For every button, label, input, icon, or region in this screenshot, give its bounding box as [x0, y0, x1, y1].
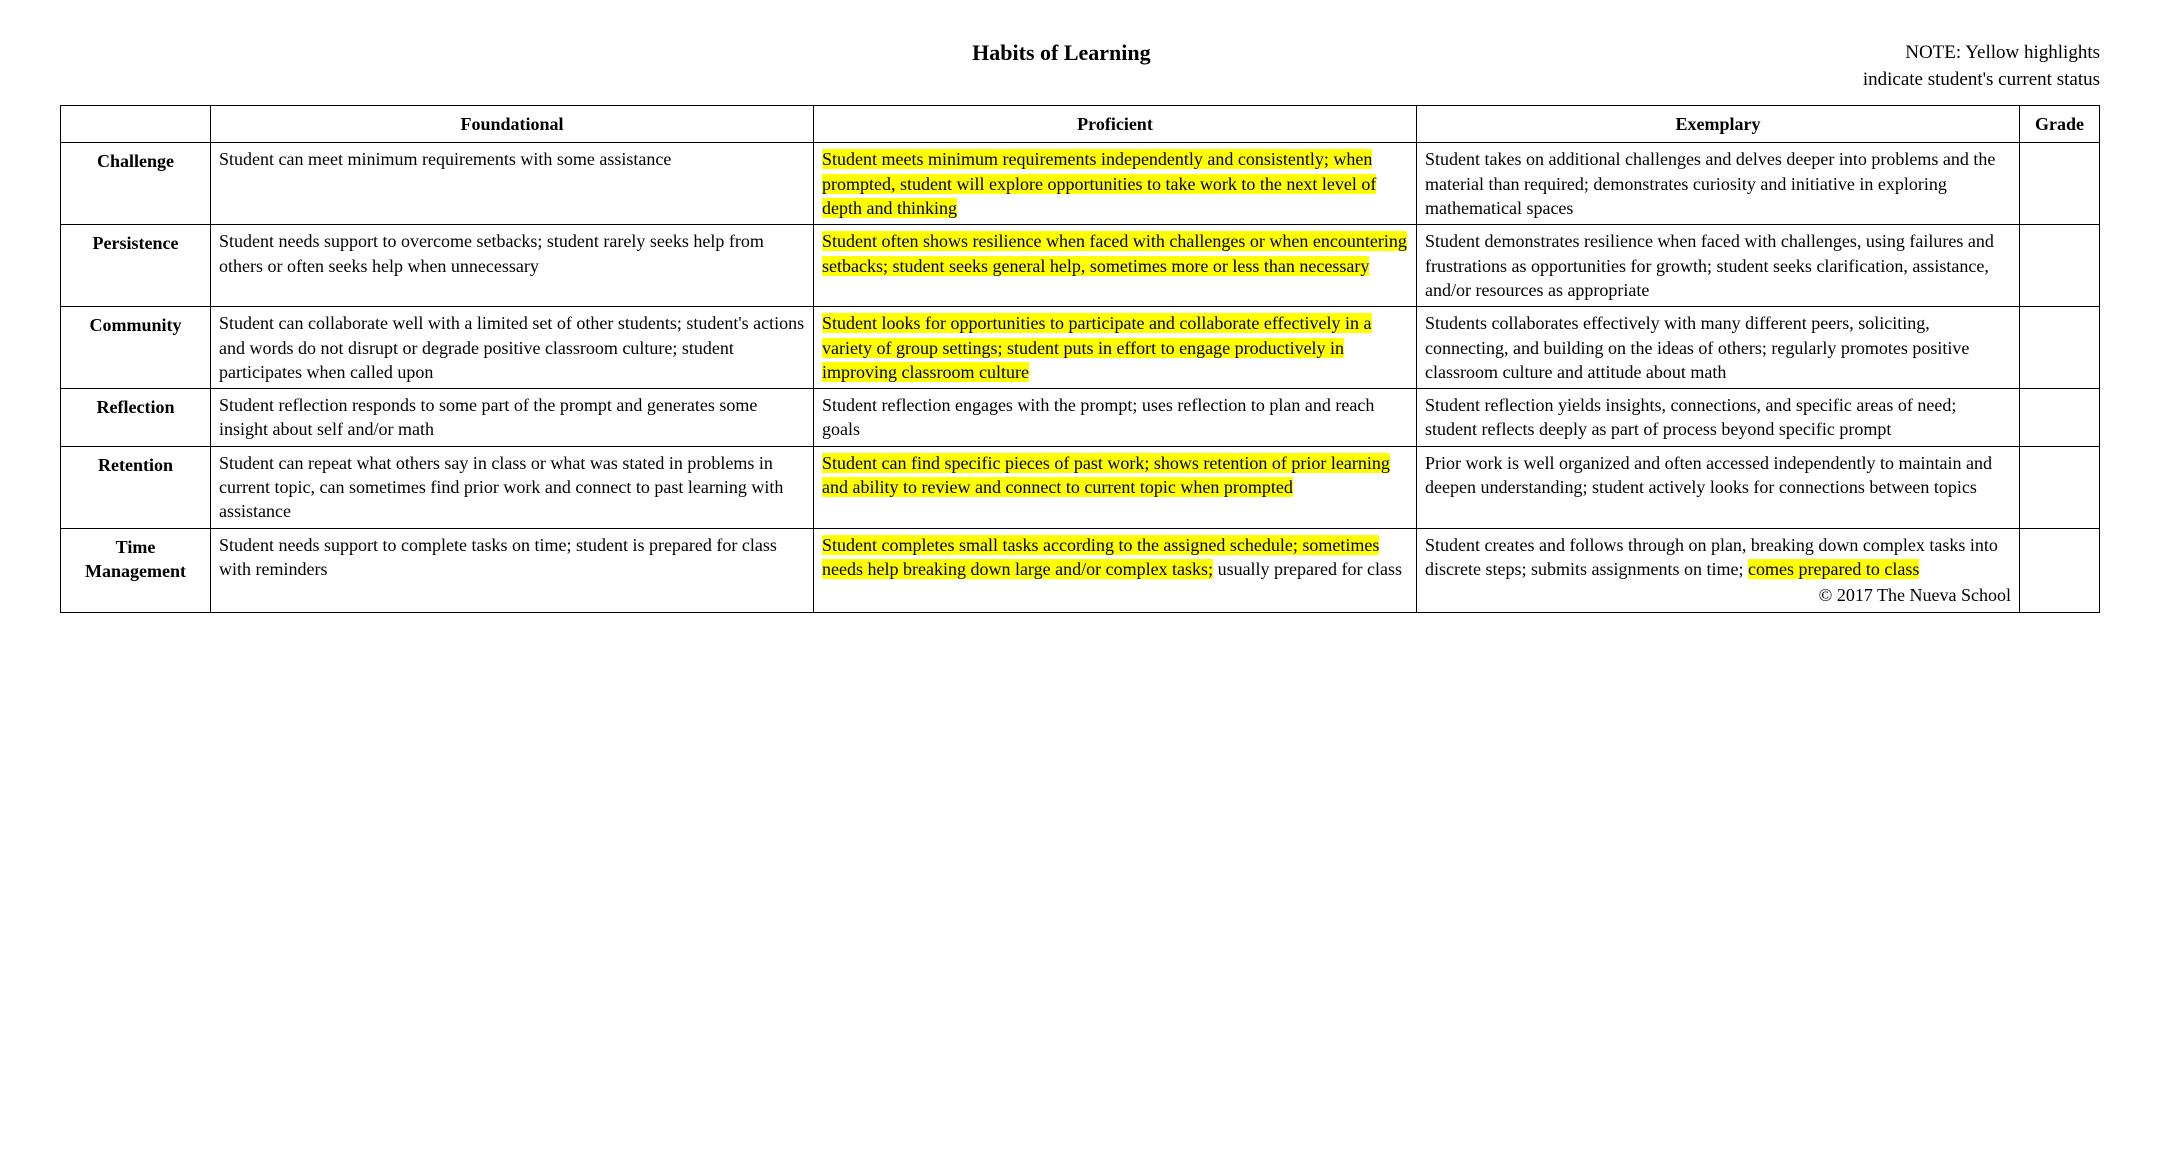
note-line-1: NOTE: Yellow highlights: [1905, 42, 2100, 63]
col-header-foundational: Foundational: [211, 106, 814, 143]
foundational-cell: Student can collaborate well with a limi…: [211, 307, 814, 389]
foundational-cell: Student needs support to complete tasks …: [211, 528, 814, 612]
col-header-exemplary: Exemplary: [1417, 106, 2020, 143]
habit-cell: Reflection: [61, 389, 211, 447]
habit-cell: Time Management: [61, 528, 211, 612]
habit-cell: Challenge: [61, 143, 211, 225]
exemplary-cell: Student demonstrates resilience when fac…: [1417, 225, 2020, 307]
note: NOTE: Yellow highlights indicate student…: [1863, 40, 2100, 93]
table-row: PersistenceStudent needs support to over…: [61, 225, 2100, 307]
foundational-cell: Student reflection responds to some part…: [211, 389, 814, 447]
exemplary-cell: Prior work is well organized and often a…: [1417, 446, 2020, 528]
page-title: Habits of Learning: [60, 40, 1863, 66]
grade-cell: [2020, 307, 2100, 389]
foundational-cell: Student can meet minimum requirements wi…: [211, 143, 814, 225]
grade-cell: [2020, 389, 2100, 447]
table-row: Time ManagementStudent needs support to …: [61, 528, 2100, 612]
header-row: Foundational Proficient Exemplary Grade: [61, 106, 2100, 143]
habit-cell: Retention: [61, 446, 211, 528]
proficient-cell: Student reflection engages with the prom…: [814, 389, 1417, 447]
note-line-2: indicate student's current status: [1863, 69, 2100, 90]
plain-text: usually prepared for class: [1213, 559, 1402, 579]
table-row: ReflectionStudent reflection responds to…: [61, 389, 2100, 447]
proficient-cell: Student can find specific pieces of past…: [814, 446, 1417, 528]
exemplary-cell: Students collaborates effectively with m…: [1417, 307, 2020, 389]
proficient-cell: Student looks for opportunities to parti…: [814, 307, 1417, 389]
rubric-table: Foundational Proficient Exemplary Grade …: [60, 105, 2100, 612]
highlighted-text: Student looks for opportunities to parti…: [822, 313, 1372, 382]
table-row: CommunityStudent can collaborate well wi…: [61, 307, 2100, 389]
highlighted-text: comes prepared to class: [1748, 559, 1919, 579]
header-row: Habits of Learning NOTE: Yellow highligh…: [60, 40, 2100, 93]
foundational-cell: Student needs support to overcome setbac…: [211, 225, 814, 307]
copyright-text: © 2017 The Nueva School: [1425, 583, 2011, 607]
table-row: ChallengeStudent can meet minimum requir…: [61, 143, 2100, 225]
exemplary-cell: Student reflection yields insights, conn…: [1417, 389, 2020, 447]
habit-cell: Persistence: [61, 225, 211, 307]
col-header-grade: Grade: [2020, 106, 2100, 143]
highlighted-text: Student often shows resilience when face…: [822, 231, 1407, 275]
grade-cell: [2020, 446, 2100, 528]
foundational-cell: Student can repeat what others say in cl…: [211, 446, 814, 528]
grade-cell: [2020, 528, 2100, 612]
proficient-cell: Student meets minimum requirements indep…: [814, 143, 1417, 225]
table-row: RetentionStudent can repeat what others …: [61, 446, 2100, 528]
habit-cell: Community: [61, 307, 211, 389]
col-header-proficient: Proficient: [814, 106, 1417, 143]
highlighted-text: Student can find specific pieces of past…: [822, 453, 1390, 497]
exemplary-cell: Student creates and follows through on p…: [1417, 528, 2020, 612]
highlighted-text: Student meets minimum requirements indep…: [822, 149, 1376, 218]
proficient-cell: Student often shows resilience when face…: [814, 225, 1417, 307]
proficient-cell: Student completes small tasks according …: [814, 528, 1417, 612]
grade-cell: [2020, 143, 2100, 225]
exemplary-cell: Student takes on additional challenges a…: [1417, 143, 2020, 225]
col-header-habit: [61, 106, 211, 143]
grade-cell: [2020, 225, 2100, 307]
